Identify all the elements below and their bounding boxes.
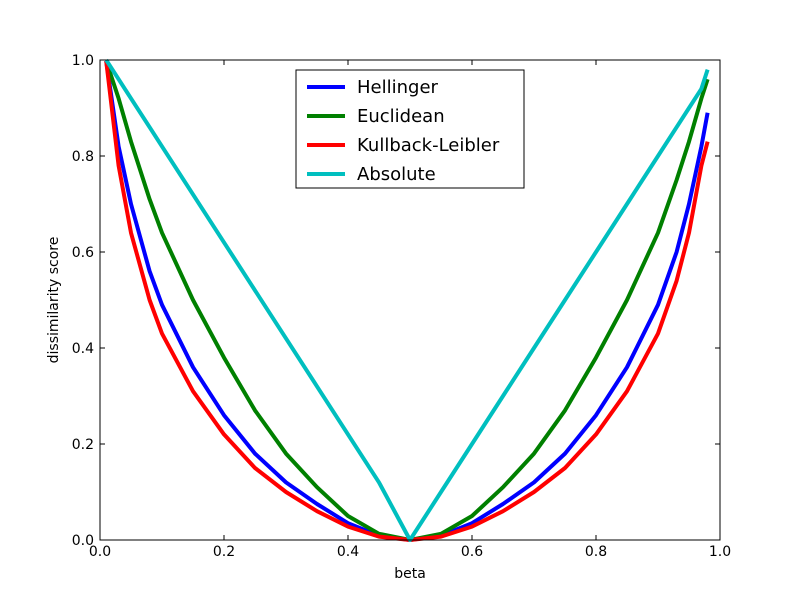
y-tick-label: 0.8: [72, 149, 94, 165]
x-tick-label: 1.0: [709, 544, 731, 560]
plot-frame: [99, 59, 721, 541]
legend-label-0: Hellinger: [357, 77, 439, 98]
y-tick-label: 1.0: [72, 53, 94, 69]
x-tick-label: 0.6: [461, 544, 483, 560]
y-tick-label: 0.2: [72, 437, 94, 453]
legend-label-2: Kullback-Leibler: [357, 135, 500, 156]
x-tick-label: 0.2: [213, 544, 235, 560]
legend-label-1: Euclidean: [357, 106, 445, 127]
x-tick-label: 0.0: [89, 544, 111, 560]
legend-label-3: Absolute: [357, 164, 436, 185]
x-tick-label: 0.8: [585, 544, 607, 560]
legend-box: [295, 69, 525, 189]
ticks-layer: [99, 59, 721, 541]
legend-items: Hellinger Euclidean Kullback-Leibler Absolu…: [307, 77, 500, 185]
y-tick-label: 0.6: [72, 245, 94, 261]
y-tick-label: 0.4: [72, 341, 94, 357]
legend: Hellinger Euclidean Kullback-Leibler Absolu…: [295, 69, 525, 189]
tick-labels-layer: 0.0 0.2 0.4 0.6 0.8 1.0 0.0 0.2 0.4 0.6 0.8 1.0: [72, 53, 731, 560]
x-tick-label: 0.4: [337, 544, 359, 560]
x-axis-label: beta: [394, 566, 426, 582]
y-axis-label: dissimilarity score: [46, 237, 62, 364]
y-tick-label: 0.0: [72, 533, 94, 549]
